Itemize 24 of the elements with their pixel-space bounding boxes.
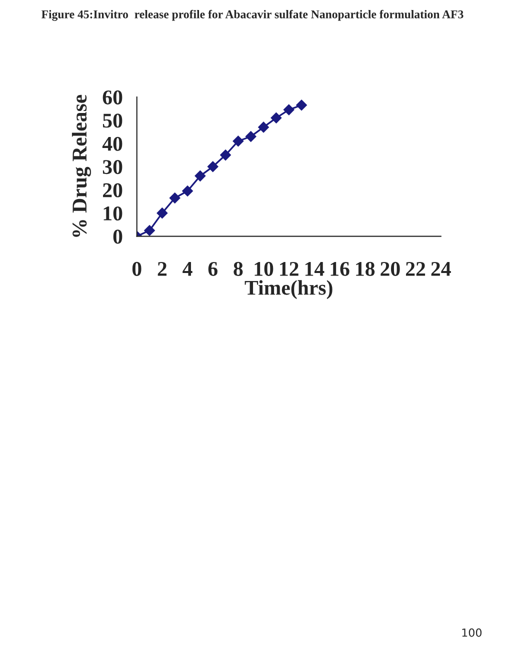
x-tick-label: 6 <box>208 262 218 276</box>
x-tick-label: 0 <box>132 262 142 276</box>
y-tick-label: 40 <box>102 136 122 151</box>
y-tick-label: 30 <box>102 160 122 174</box>
y-tick-label: 50 <box>102 114 122 128</box>
x-tick-label: 8 <box>234 262 243 276</box>
x-tick-label: 24 <box>431 262 451 276</box>
x-tick-label: 12 <box>280 262 298 276</box>
y-tick-label: 20 <box>103 183 122 198</box>
y-tick-label: 60 <box>102 90 122 104</box>
y-tick-label: 0 <box>113 230 122 244</box>
x-axis-title: Time(hrs) <box>244 280 332 300</box>
x-tick-label: 20 <box>380 262 400 276</box>
x-tick-label: 10 <box>254 262 274 276</box>
y-axis-title: % Drug Release <box>72 94 92 237</box>
x-tick-label: 4 <box>182 262 192 276</box>
x-tick-label: 16 <box>330 262 350 276</box>
x-tick-label: 22 <box>406 262 426 276</box>
x-tick-label: 2 <box>158 262 166 276</box>
y-tick-label: 10 <box>104 206 122 221</box>
chart-title: Figure 45:Invitro release profile for Abacavir sulfate Nanoparticle formulation AF3 <box>42 10 464 21</box>
x-tick-label: 14 <box>305 262 324 276</box>
text: 100 <box>462 628 482 637</box>
x-tick-label: 18 <box>356 262 375 276</box>
